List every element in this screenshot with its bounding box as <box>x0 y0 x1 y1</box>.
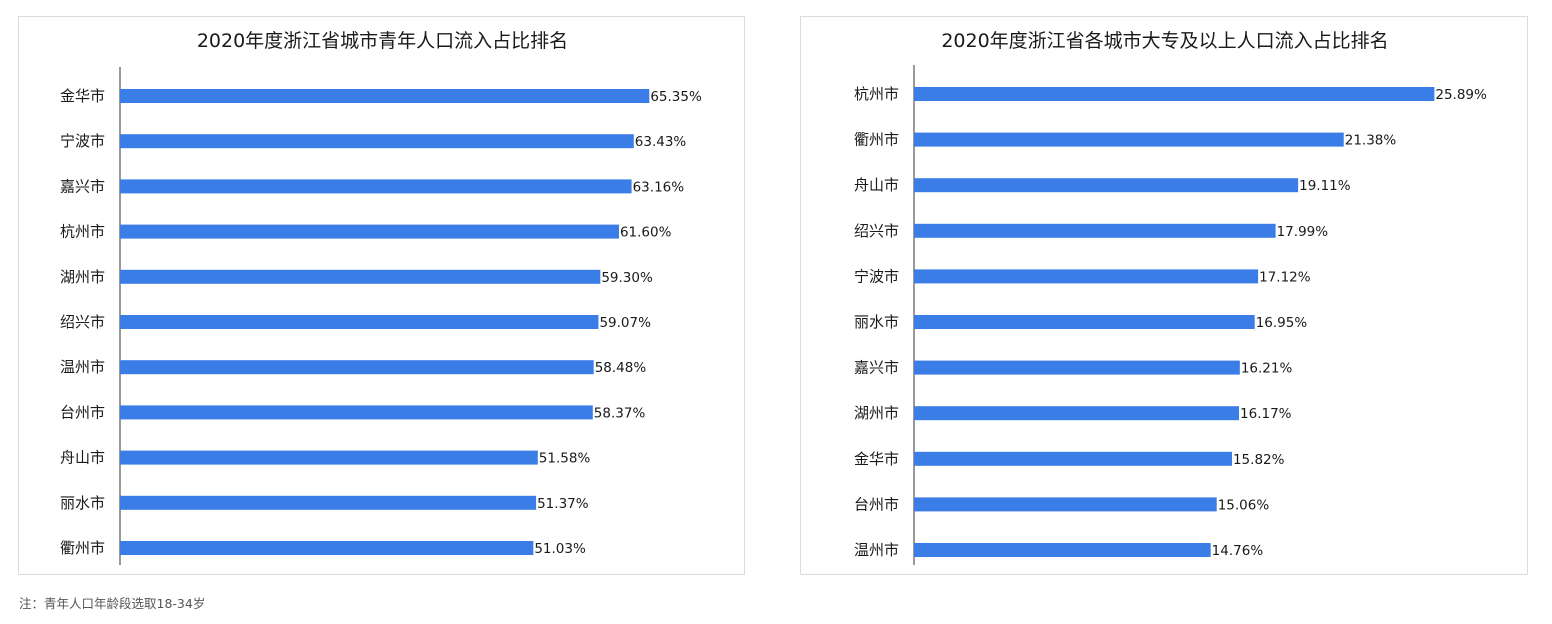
value-label: 59.07% <box>599 315 651 331</box>
category-label: 温州市 <box>60 358 105 376</box>
bar <box>914 269 1259 284</box>
value-label: 61.60% <box>620 225 672 241</box>
value-label: 16.17% <box>1240 406 1292 422</box>
category-label: 台州市 <box>60 403 105 421</box>
value-label: 51.37% <box>537 496 589 512</box>
bar <box>914 360 1240 375</box>
bar <box>120 224 619 239</box>
value-label: 17.12% <box>1259 269 1311 285</box>
category-label: 宁波市 <box>60 132 105 150</box>
category-label: 舟山市 <box>60 449 105 467</box>
bar <box>914 406 1240 421</box>
bar <box>914 497 1217 512</box>
bar <box>120 360 594 375</box>
category-label: 湖州市 <box>854 404 899 422</box>
category-label: 衢州市 <box>854 131 899 149</box>
bar <box>914 543 1211 557</box>
bar <box>914 451 1232 466</box>
chart-title: 2020年度浙江省城市青年人口流入占比排名 <box>197 30 568 52</box>
category-label: 嘉兴市 <box>854 359 899 377</box>
category-label: 绍兴市 <box>854 222 899 240</box>
bar <box>120 134 634 149</box>
footnote: 注：青年人口年龄段选取18-34岁 <box>19 596 206 611</box>
value-label: 63.43% <box>635 134 687 150</box>
category-label: 杭州市 <box>60 223 105 241</box>
category-label: 温州市 <box>854 541 899 559</box>
category-label: 金华市 <box>854 450 899 468</box>
category-label: 金华市 <box>60 87 105 105</box>
value-label: 19.11% <box>1299 178 1351 194</box>
value-label: 51.03% <box>534 541 586 557</box>
bar <box>914 132 1344 147</box>
bar <box>120 405 593 420</box>
bar <box>914 223 1276 238</box>
value-label: 58.48% <box>595 360 647 376</box>
value-label: 16.95% <box>1256 315 1308 331</box>
chart-title: 2020年度浙江省各城市大专及以上人口流入占比排名 <box>941 30 1388 52</box>
bar <box>914 315 1255 329</box>
bar <box>120 541 534 555</box>
category-label: 台州市 <box>854 495 899 513</box>
bar <box>120 495 537 510</box>
value-label: 21.38% <box>1345 133 1397 149</box>
bar <box>914 87 1435 101</box>
category-label: 衢州市 <box>60 539 105 557</box>
value-label: 63.16% <box>633 179 685 195</box>
category-label: 舟山市 <box>854 176 899 194</box>
value-label: 14.76% <box>1212 543 1264 559</box>
value-label: 25.89% <box>1435 87 1487 103</box>
bar <box>120 89 650 103</box>
bar <box>120 315 599 329</box>
bar <box>120 269 601 284</box>
bar <box>120 179 632 194</box>
category-label: 丽水市 <box>854 313 899 331</box>
chart-panel-young-population: 2020年度浙江省城市青年人口流入占比排名金华市 65.35% 宁波市 63.43% 嘉… <box>18 16 745 575</box>
category-label: 丽水市 <box>60 494 105 512</box>
value-label: 51.58% <box>539 451 591 467</box>
category-label: 嘉兴市 <box>60 177 105 195</box>
category-label: 宁波市 <box>854 267 899 285</box>
category-label: 湖州市 <box>60 268 105 286</box>
category-label: 杭州市 <box>854 85 899 103</box>
value-label: 15.06% <box>1218 497 1270 513</box>
value-label: 59.30% <box>601 270 653 286</box>
bar <box>914 178 1299 193</box>
value-label: 17.99% <box>1277 224 1329 240</box>
value-label: 65.35% <box>650 89 702 105</box>
chart-panel-college-population: 2020年度浙江省各城市大专及以上人口流入占比排名杭州市 25.89% 衢州市 21.… <box>800 16 1528 575</box>
value-label: 15.82% <box>1233 452 1285 468</box>
bar <box>120 450 538 465</box>
category-label: 绍兴市 <box>60 313 105 331</box>
value-label: 58.37% <box>594 405 646 421</box>
value-label: 16.21% <box>1241 361 1293 377</box>
